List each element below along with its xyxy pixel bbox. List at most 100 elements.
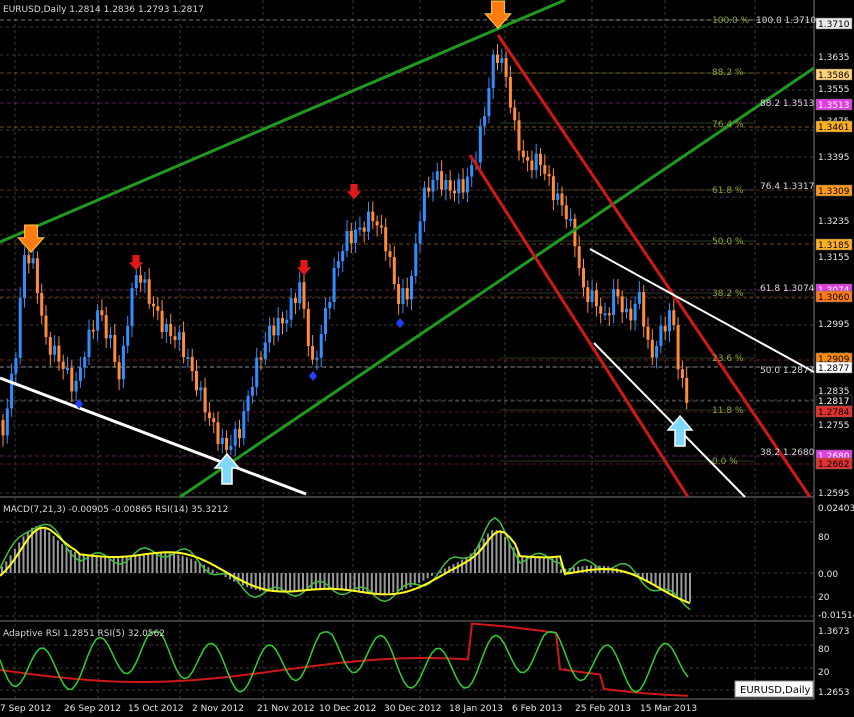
candle-body [293,298,297,304]
candle-body [440,171,444,190]
price-tag-value: 1.3309 [818,187,850,197]
candle-body [676,325,680,370]
macd-bar [271,573,274,592]
candle-body [410,275,413,300]
white-lower-channel-line[interactable] [593,342,746,498]
macd-bar [121,556,124,573]
date-label: 15 Oct 2012 [128,704,184,714]
rsi-axis-label: 20 [818,668,830,678]
macd-bar [155,552,158,573]
price-tag-value: 1.3185 [818,241,850,251]
red-upper-channel-line[interactable] [496,34,812,498]
candle-body [328,301,332,309]
macd-bar [78,553,81,573]
candle-body [66,368,69,371]
macd-bar [362,573,365,594]
macd-bar [112,556,115,573]
candle-body [379,225,383,228]
price-tag-value: 1.3586 [818,71,850,81]
date-label: 6 Feb 2013 [512,704,562,714]
macd-bar [13,549,16,573]
candle-body [134,275,138,289]
macd-bar [289,573,292,592]
candle-body [427,187,431,192]
price-tag-value: 1.2662 [818,460,850,470]
macd-bar [409,573,412,588]
red-lower-channel-line[interactable] [468,154,690,498]
macd-bar [254,573,257,590]
price-tag-value: 1.3513 [818,101,850,111]
candle-body [255,357,259,387]
candle-body [319,333,323,358]
macd-axis-label: -0.01514 [818,611,854,621]
green-upper-channel-line[interactable] [0,0,566,244]
green-lower-channel-line[interactable] [179,66,815,499]
macd-histogram [0,516,691,611]
macd-bar [422,573,425,581]
macd-bar [1,566,3,573]
candle-body [470,165,474,177]
macd-bar [26,531,29,573]
candle-body [315,357,319,360]
candle-body [564,205,568,220]
candle-body [616,289,620,297]
macd-title: MACD(7,21,3) -0.00905 -0.00865 RSI(14) 3… [3,505,228,515]
macd-bar [431,573,433,576]
candle-body [311,346,315,360]
macd-bar [95,556,98,573]
macd-bar [142,553,145,573]
candle-body [539,153,542,166]
macd-bar [194,560,197,573]
candle-body [268,325,272,343]
candle-body [48,337,52,355]
trend-lines[interactable] [0,0,815,499]
macd-bar [327,573,330,590]
price-tag-value: 1.2784 [818,408,850,418]
candle-body [147,279,151,304]
macd-bar [48,532,51,573]
fib-percent-label: 11.8 % [712,406,744,416]
fib-value-label: 88.2 1.3513 [760,99,814,109]
macd-bar [413,573,416,586]
candle-body [345,230,349,252]
candle-body [349,230,353,244]
macd-bar [198,562,201,573]
candle-body [83,357,87,368]
white-upper-channel-line[interactable] [589,248,815,373]
candle-body [23,255,26,298]
date-label: 30 Dec 2012 [384,704,442,714]
macd-bar [267,573,270,592]
candle-body [685,378,689,403]
candle-body [526,156,530,161]
macd-bar [241,573,244,586]
macd-bar [5,561,8,573]
symbol-label: EURUSD,Daily [740,685,811,696]
candle-body [276,318,280,336]
candle-body [229,445,233,450]
candle-body [306,308,310,347]
price-tick: 1.2995 [818,320,850,330]
candle-body [530,160,534,171]
macd-bar [400,573,403,591]
candle-body [177,332,181,340]
white-support-line[interactable] [0,376,307,496]
chart-title: EURUSD,Daily 1.2814 1.2836 1.2793 1.2817 [3,5,204,15]
candle-body [354,229,358,244]
fib-percent-label: 88.2 % [712,68,744,78]
price-tag [815,68,853,81]
macd-bar [418,573,421,583]
macd-bar [35,526,38,573]
candle-body [397,283,401,305]
candle-body [289,298,293,320]
candle-body [401,288,405,305]
macd-bar [345,573,347,591]
price-tick: 1.3395 [818,153,850,163]
candle-body [491,54,495,89]
macd-bar [332,573,335,590]
macd-bar [396,573,399,592]
candle-body [143,279,147,283]
candle-body [113,334,117,362]
macd-bar [228,573,231,580]
rsi-axis-label: 1.2653 [818,688,850,698]
